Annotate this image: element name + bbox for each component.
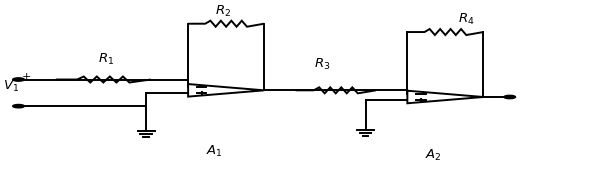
Text: $R_2$: $R_2$ xyxy=(215,4,231,19)
Circle shape xyxy=(504,95,516,99)
Text: $R_4$: $R_4$ xyxy=(458,12,474,27)
Text: −: − xyxy=(21,102,31,112)
Text: $R_1$: $R_1$ xyxy=(98,52,114,67)
Text: $V_1$: $V_1$ xyxy=(3,79,19,94)
Circle shape xyxy=(13,104,24,108)
Text: $R_3$: $R_3$ xyxy=(314,57,331,72)
Text: +: + xyxy=(21,72,31,82)
Text: $A_1$: $A_1$ xyxy=(206,144,223,159)
Circle shape xyxy=(13,78,24,81)
Text: $A_2$: $A_2$ xyxy=(425,148,442,163)
